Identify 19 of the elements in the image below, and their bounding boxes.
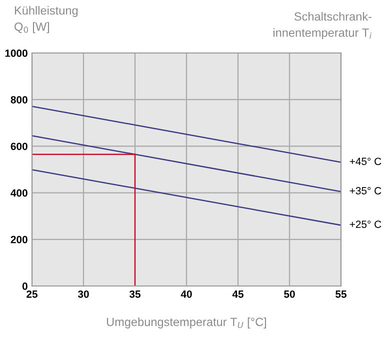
x-tick-label: 30: [78, 290, 89, 298]
x-tick-label: 45: [232, 290, 244, 298]
x-tick-label: 35: [129, 290, 141, 298]
legend-title: Schaltschrank- innentemperatur T$_{i}$: [274, 12, 372, 40]
series-label: +35° C: [350, 187, 382, 194]
series-label: +25° C: [350, 220, 382, 228]
y-tick-label: 600: [10, 142, 28, 150]
y-tick-label: 200: [10, 236, 28, 244]
y-tick-label: 400: [10, 189, 28, 197]
y-tick-label: 800: [10, 96, 28, 104]
x-tick-label: 50: [284, 290, 295, 298]
x-tick-label: 25: [26, 290, 38, 298]
x-axis-title: Umgebungstemperatur T$_{U}$ [°C]: [106, 317, 266, 328]
x-tick-label: 40: [180, 290, 192, 298]
series-label: +45° C: [350, 158, 382, 166]
y-axis-title: Kühlleistung Q$_{0}$ [W]: [14, 6, 78, 34]
x-tick-label: 55: [336, 290, 347, 298]
y-tick-label: 0: [22, 282, 28, 290]
y-tick-label: 1000: [5, 50, 28, 57]
